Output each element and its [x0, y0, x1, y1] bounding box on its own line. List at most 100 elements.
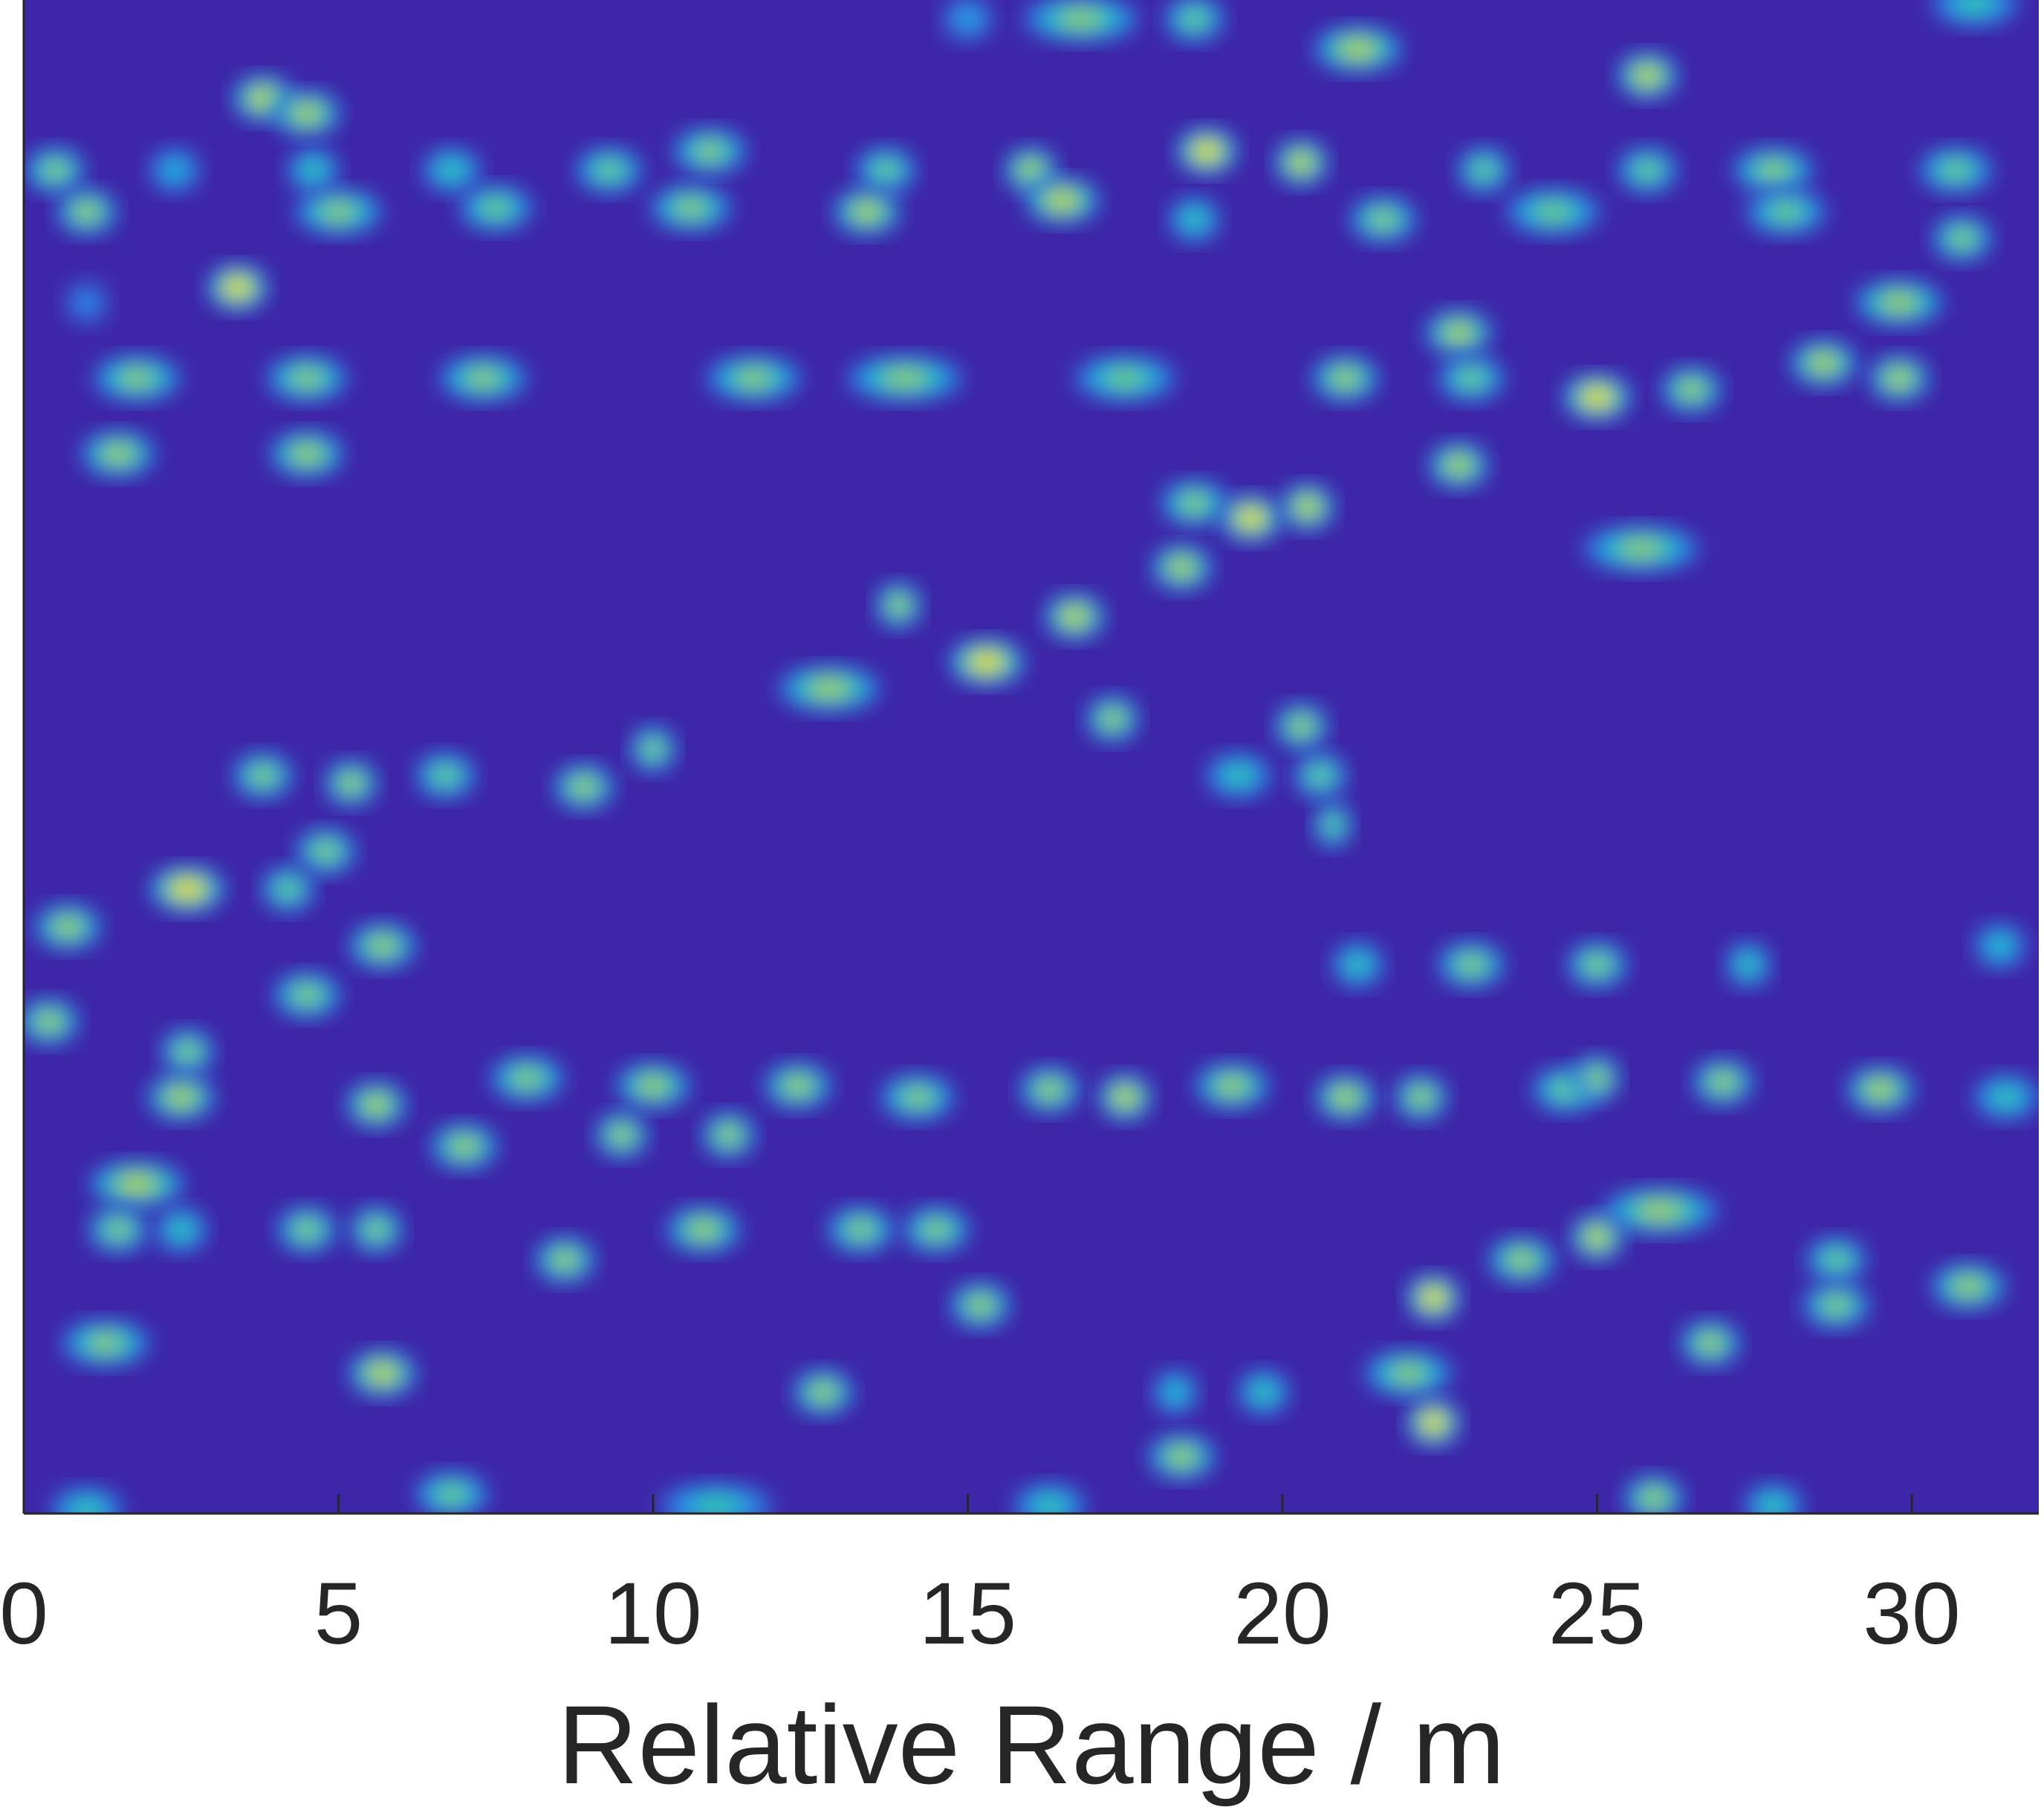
heat-blob: [294, 188, 383, 236]
heat-blob: [439, 354, 528, 402]
heat-blob-ring: [1640, 1202, 1680, 1219]
heat-blob: [56, 188, 117, 236]
heat-blob-ring: [1713, 1074, 1733, 1091]
heat-blob: [1407, 1399, 1461, 1447]
heat-blob-ring: [1219, 1077, 1245, 1094]
heat-blob: [875, 582, 922, 629]
heat-blob: [270, 430, 345, 478]
heat-blob-ring: [1459, 956, 1483, 973]
heat-blob-ring: [677, 200, 705, 216]
heat-blob: [458, 184, 533, 232]
heat-blob: [1790, 340, 1858, 387]
heat-blob-ring: [295, 106, 319, 122]
heat-blob-ring: [574, 779, 594, 795]
heat-blob: [25, 146, 85, 194]
heat-blob: [1161, 479, 1228, 527]
heat-blob: [1617, 146, 1678, 194]
heat-blob-ring: [1185, 211, 1204, 228]
heat-blob: [1583, 525, 1699, 572]
heat-blob: [1236, 1369, 1291, 1416]
heat-blob-ring: [1412, 1089, 1430, 1106]
heat-blob-ring: [1036, 1498, 1062, 1514]
heat-blob-ring: [737, 370, 770, 386]
heat-blob: [941, 0, 995, 43]
heat-blob: [1661, 366, 1722, 414]
heat-blob-ring: [1772, 204, 1800, 220]
heat-blob-ring: [76, 204, 97, 220]
heat-blob-ring: [253, 90, 273, 107]
heat-blob-ring: [973, 654, 999, 670]
heat-blob: [1152, 1369, 1199, 1416]
heat-blob-ring: [1167, 1384, 1184, 1401]
x-tick-label: 0: [0, 1565, 48, 1663]
heat-blob: [672, 128, 747, 175]
heat-blob: [154, 1206, 208, 1253]
heat-blob-ring: [1064, 609, 1086, 625]
heat-blob: [1743, 1482, 1804, 1514]
heat-blob-ring: [1021, 162, 1040, 178]
heat-blob-ring: [1824, 1297, 1848, 1314]
heat-blob-ring: [1292, 718, 1311, 735]
heat-blob-ring: [1039, 1081, 1060, 1098]
heat-blob-ring: [1951, 230, 1973, 247]
heat-blob-ring: [452, 1138, 476, 1155]
heat-blob-ring: [1061, 10, 1101, 27]
heat-blob: [490, 1054, 565, 1102]
heat-blob: [1044, 593, 1106, 640]
x-tick-label: 20: [1233, 1565, 1331, 1663]
heat-blob: [63, 279, 111, 326]
heat-blob-ring: [640, 1077, 666, 1094]
heat-blob: [1074, 354, 1176, 402]
heat-blob-ring: [885, 370, 925, 386]
heat-blob: [1437, 941, 1505, 989]
heat-blob: [1315, 1074, 1376, 1121]
heat-blob-ring: [1343, 41, 1373, 57]
heat-blob: [1693, 1058, 1753, 1106]
heat-blob: [1803, 1282, 1870, 1329]
heat-blob: [1805, 1236, 1866, 1284]
heat-blob-ring: [1681, 381, 1702, 398]
plot-background: [24, 0, 2039, 1514]
heat-blob-ring: [690, 1222, 716, 1238]
heat-blob: [1846, 1066, 1914, 1114]
heat-blob: [1364, 1350, 1453, 1398]
x-tick-label: 5: [314, 1565, 363, 1663]
heat-blob: [1437, 354, 1505, 402]
heat-blob-ring: [1959, 0, 1990, 12]
heat-blob-ring: [1700, 1335, 1721, 1352]
heat-blob: [827, 1206, 895, 1253]
heat-blob: [1164, 0, 1225, 43]
heat-blob-ring: [1334, 1089, 1356, 1106]
heat-blob: [949, 638, 1024, 686]
heat-blob-ring: [1298, 499, 1317, 516]
heat-blob-ring: [1103, 710, 1122, 727]
heat-blob-ring: [970, 1297, 991, 1314]
heat-blob: [1019, 1066, 1080, 1114]
heat-blob-ring: [1586, 956, 1608, 973]
heat-blob: [1023, 0, 1139, 43]
heat-blob-ring: [1643, 1490, 1664, 1507]
heat-blob: [793, 1369, 854, 1416]
heat-blob-ring: [1510, 1252, 1534, 1268]
heat-blob-ring: [79, 294, 95, 311]
heat-blob: [658, 1482, 774, 1514]
heat-blob: [1221, 495, 1282, 542]
heat-blob-ring: [296, 1222, 317, 1238]
heat-blob-ring: [1372, 211, 1395, 228]
heat-blob: [415, 752, 476, 799]
heat-blob-ring: [56, 918, 80, 935]
heat-blob-ring: [1621, 540, 1661, 557]
heat-blob-ring: [106, 446, 132, 462]
heat-blob-ring: [39, 1013, 59, 1030]
heat-blob: [1331, 941, 1385, 989]
heat-blob-ring: [958, 10, 977, 27]
heat-blob: [348, 1350, 417, 1398]
heat-blob-ring: [122, 370, 152, 386]
heat-blob-ring: [1943, 162, 1969, 178]
heat-blob: [1274, 703, 1328, 750]
heat-blob-ring: [1637, 68, 1658, 84]
heat-blob: [1098, 1074, 1152, 1121]
heat-blob: [855, 146, 917, 194]
heat-blob-ring: [1474, 162, 1493, 178]
heat-blob-ring: [1889, 370, 1910, 386]
